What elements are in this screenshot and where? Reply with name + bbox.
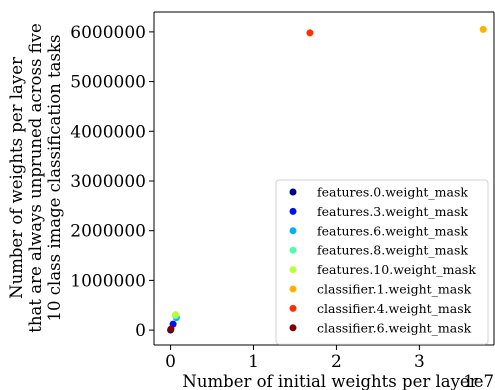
data-point bbox=[172, 311, 180, 319]
legend-marker bbox=[289, 304, 297, 312]
legend-label: features.0.weight_mask bbox=[317, 185, 468, 200]
plot-frame bbox=[153, 11, 495, 346]
y-axis-title-line: Number of weights per layer bbox=[7, 57, 26, 299]
legend-label: features.6.weight_mask bbox=[317, 223, 468, 238]
x-axis-offset-label: 1e7 bbox=[463, 372, 494, 390]
x-axis: 0 1 2 3 bbox=[165, 345, 425, 372]
legend-box bbox=[275, 179, 489, 345]
legend-marker bbox=[289, 188, 297, 196]
x-tick-label: 0 bbox=[165, 352, 176, 372]
y-tick-label: 4000000 bbox=[70, 122, 146, 142]
legend-marker bbox=[289, 246, 297, 254]
y-tick-label: 1000000 bbox=[70, 271, 146, 291]
y-axis-title-line: that are always unpruned across five bbox=[26, 23, 45, 333]
legend-marker bbox=[289, 324, 297, 332]
y-tick-label: 2000000 bbox=[70, 222, 146, 242]
legend-marker bbox=[289, 227, 297, 235]
legend-label: features.10.weight_mask bbox=[317, 262, 476, 277]
y-tick-label: 6000000 bbox=[70, 23, 146, 43]
legend-marker bbox=[289, 266, 297, 274]
legend-label: features.3.weight_mask bbox=[317, 204, 468, 219]
data-point bbox=[167, 325, 175, 333]
legend-label: classifier.4.weight_mask bbox=[317, 301, 472, 316]
x-tick-label: 2 bbox=[331, 352, 342, 372]
y-axis-title-line: 10 class image classification tasks bbox=[45, 35, 64, 322]
y-tick-label: 5000000 bbox=[70, 73, 146, 93]
data-point bbox=[479, 25, 487, 33]
y-tick-label: 0 bbox=[135, 321, 146, 341]
data-points bbox=[167, 25, 487, 334]
y-tick-label: 3000000 bbox=[70, 172, 146, 192]
legend-marker bbox=[289, 285, 297, 293]
x-axis-title: Number of initial weights per layer bbox=[182, 372, 477, 390]
legend: features.0.weight_mask features.3.weight_… bbox=[275, 179, 489, 345]
legend-marker bbox=[289, 207, 297, 215]
y-axis-title: Number of weights per layer that are alwa… bbox=[7, 23, 64, 333]
y-axis: 0 1000000 2000000 3000000 4000000 5000000 6000… bbox=[70, 23, 154, 341]
legend-label: classifier.6.weight_mask bbox=[317, 320, 472, 335]
legend-label: features.8.weight_mask bbox=[317, 243, 468, 258]
x-tick-label: 3 bbox=[414, 352, 425, 372]
x-tick-label: 1 bbox=[248, 352, 259, 372]
legend-label: classifier.1.weight_mask bbox=[317, 282, 472, 297]
data-point bbox=[306, 29, 314, 37]
